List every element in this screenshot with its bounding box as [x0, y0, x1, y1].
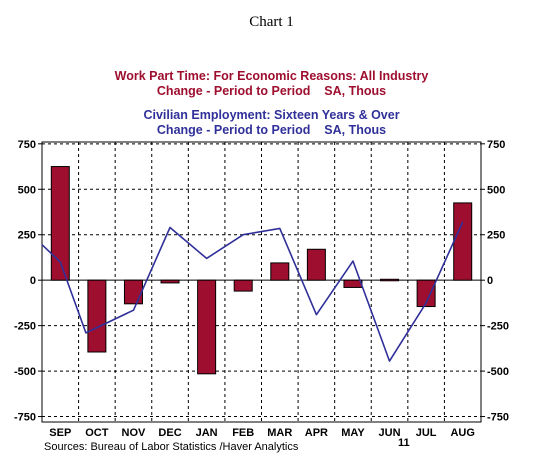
y-tick-label-left-4: -250 [14, 321, 36, 333]
x-tick-label-aug: AUG [450, 427, 474, 439]
bar-nov [123, 279, 143, 305]
bar-mar [270, 262, 290, 281]
plot-frame [41, 141, 482, 423]
x-tick-label-oct: OCT [85, 427, 109, 439]
y-tick-label-left-2: 250 [18, 230, 36, 242]
bar-oct [87, 279, 107, 353]
line-series-name: Civilian Employment: Sixteen Years & Ove… [143, 108, 400, 122]
y-tick-label-right-3: 0 [487, 275, 493, 287]
line-series-subtitle: Change - Period to Period SA, Thous [156, 123, 387, 137]
x-tick-label-feb: FEB [232, 427, 254, 439]
bar-jul [416, 279, 436, 308]
bar-series-title: Work Part Time: For Economic Reasons: Al… [0, 69, 543, 99]
y-tick-label-right-2: 250 [487, 230, 505, 242]
y-tick-label-left-5: -500 [14, 366, 36, 378]
y-tick-label-right-0: 750 [487, 139, 505, 151]
y-tick-label-left-1: 500 [18, 184, 36, 196]
bar-series-name: Work Part Time: For Economic Reasons: Al… [114, 69, 429, 83]
x-tick-label-dec: DEC [158, 427, 181, 439]
sources-note: Sources: Bureau of Labor Statistics /Hav… [44, 441, 299, 453]
bar-apr [306, 248, 326, 281]
bar-may [343, 279, 363, 288]
bar-jan [197, 279, 217, 375]
employment-line [41, 221, 464, 362]
bar-sep [50, 166, 70, 281]
x-tick-label-jul: JUL [416, 427, 437, 439]
y-tick-label-right-1: 500 [487, 184, 505, 196]
x-tick-label-apr: APR [305, 427, 328, 439]
y-tick-label-right-6: -750 [487, 412, 509, 424]
y-tick-label-right-4: -250 [487, 321, 509, 333]
bar-series-subtitle: Change - Period to Period SA, Thous [156, 84, 387, 98]
bar-aug [453, 202, 473, 281]
x-tick-label-jan: JAN [196, 427, 218, 439]
x-year-label: 11 [398, 437, 410, 449]
y-tick-label-left-0: 750 [18, 139, 36, 151]
x-tick-label-mar: MAR [267, 427, 292, 439]
chart-number: Chart 1 [249, 14, 294, 30]
bar-feb [233, 279, 253, 292]
y-tick-label-left-3: 0 [30, 275, 36, 287]
x-tick-label-nov: NOV [122, 427, 147, 439]
bar-dec [160, 279, 180, 284]
x-tick-label-sep: SEP [49, 427, 71, 439]
bar-jun [380, 278, 400, 282]
x-tick-label-jun: JUN [379, 427, 401, 439]
y-tick-label-left-6: -750 [14, 412, 36, 424]
y-tick-label-right-5: -500 [487, 366, 509, 378]
line-series-title: Civilian Employment: Sixteen Years & Ove… [0, 108, 543, 138]
x-tick-label-may: MAY [341, 427, 365, 439]
